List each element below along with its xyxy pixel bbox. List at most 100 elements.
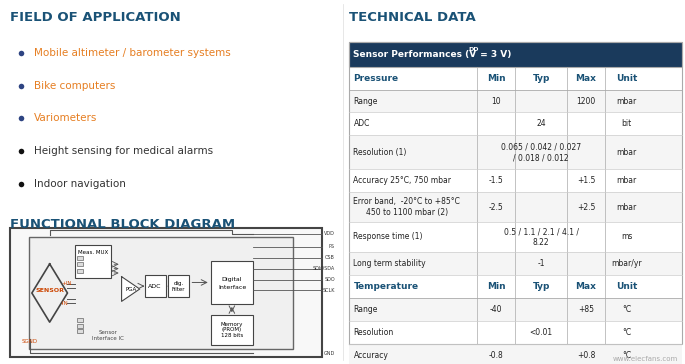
FancyBboxPatch shape — [349, 344, 682, 364]
Text: Temperature: Temperature — [353, 282, 419, 291]
FancyBboxPatch shape — [349, 275, 682, 298]
Text: Indoor navigation: Indoor navigation — [34, 179, 126, 189]
Text: Max: Max — [575, 282, 597, 291]
Text: FUNCTIONAL BLOCK DIAGRAM: FUNCTIONAL BLOCK DIAGRAM — [10, 218, 236, 232]
Text: +1.5: +1.5 — [577, 176, 595, 185]
Text: Mobile altimeter / barometer systems: Mobile altimeter / barometer systems — [34, 48, 231, 58]
Text: Range: Range — [353, 96, 378, 106]
FancyBboxPatch shape — [77, 262, 83, 266]
Text: Max: Max — [575, 74, 597, 83]
Text: Bike computers: Bike computers — [34, 80, 116, 91]
Text: ADC: ADC — [149, 284, 162, 289]
Text: Sensor Performances (V: Sensor Performances (V — [353, 50, 477, 59]
Text: FIELD OF APPLICATION: FIELD OF APPLICATION — [10, 11, 181, 24]
Text: Filter: Filter — [172, 287, 186, 292]
Text: mbar: mbar — [616, 148, 637, 157]
Text: CSB: CSB — [325, 255, 335, 260]
Text: Min: Min — [487, 74, 506, 83]
Text: Resolution (1): Resolution (1) — [353, 148, 407, 157]
Text: mbar: mbar — [616, 203, 637, 211]
Text: Memory: Memory — [221, 322, 243, 327]
Text: -40: -40 — [490, 305, 503, 314]
Text: °C: °C — [622, 305, 632, 314]
Text: 0.065 / 0.042 / 0.027
/ 0.018 / 0.012: 0.065 / 0.042 / 0.027 / 0.018 / 0.012 — [501, 143, 582, 162]
Text: Typ: Typ — [532, 74, 550, 83]
Text: GND: GND — [324, 351, 335, 356]
Text: Response time (1): Response time (1) — [353, 233, 423, 241]
FancyBboxPatch shape — [349, 192, 682, 222]
Polygon shape — [121, 277, 140, 301]
Text: +0.8: +0.8 — [577, 351, 595, 360]
Text: SENSOR: SENSOR — [35, 288, 64, 293]
Text: Digital: Digital — [222, 277, 242, 282]
FancyBboxPatch shape — [349, 169, 682, 192]
Text: Variometers: Variometers — [34, 113, 98, 123]
Text: mbar: mbar — [616, 96, 637, 106]
FancyBboxPatch shape — [145, 275, 166, 297]
FancyBboxPatch shape — [77, 329, 82, 333]
Text: Unit: Unit — [616, 74, 638, 83]
FancyBboxPatch shape — [77, 256, 83, 260]
Text: <0.01: <0.01 — [530, 328, 553, 337]
Text: Interface: Interface — [218, 285, 246, 290]
Text: Accuracy: Accuracy — [353, 351, 388, 360]
Text: bit: bit — [621, 119, 632, 128]
Text: PGA: PGA — [125, 287, 136, 292]
Text: -0.8: -0.8 — [489, 351, 503, 360]
Text: +2.5: +2.5 — [577, 203, 595, 211]
Text: +IN: +IN — [61, 281, 71, 286]
Text: Pressure: Pressure — [353, 74, 399, 83]
Text: (PROM): (PROM) — [222, 327, 242, 332]
Text: PS: PS — [329, 244, 335, 249]
Text: www.elecfans.com: www.elecfans.com — [613, 356, 678, 362]
FancyBboxPatch shape — [75, 245, 111, 278]
Text: Range: Range — [353, 305, 378, 314]
Text: mbar: mbar — [616, 176, 637, 185]
Text: Min: Min — [487, 282, 506, 291]
Text: 0.5 / 1.1 / 2.1 / 4.1 /
8.22: 0.5 / 1.1 / 2.1 / 4.1 / 8.22 — [503, 227, 579, 247]
Text: Sensor
Interface IC: Sensor Interface IC — [92, 330, 124, 341]
Text: Meas. MUX: Meas. MUX — [78, 250, 108, 255]
Text: SDO: SDO — [324, 277, 335, 282]
Text: -1: -1 — [538, 259, 545, 268]
FancyBboxPatch shape — [349, 90, 682, 112]
Text: dig.: dig. — [173, 281, 184, 286]
FancyBboxPatch shape — [210, 261, 253, 304]
Text: Accuracy 25°C, 750 mbar: Accuracy 25°C, 750 mbar — [353, 176, 451, 185]
FancyBboxPatch shape — [77, 324, 82, 328]
Text: Typ: Typ — [532, 282, 550, 291]
FancyBboxPatch shape — [77, 269, 83, 273]
Text: °C: °C — [622, 328, 632, 337]
Text: 24: 24 — [536, 119, 546, 128]
Text: -1.5: -1.5 — [489, 176, 503, 185]
Text: Resolution: Resolution — [353, 328, 394, 337]
Text: ms: ms — [621, 233, 632, 241]
Text: SDIOSDA: SDIOSDA — [313, 266, 335, 271]
Text: Error band,  -20°C to +85°C
450 to 1100 mbar (2): Error band, -20°C to +85°C 450 to 1100 m… — [353, 197, 460, 217]
FancyBboxPatch shape — [349, 135, 682, 169]
Text: 10: 10 — [492, 96, 501, 106]
FancyBboxPatch shape — [10, 228, 322, 357]
FancyBboxPatch shape — [349, 298, 682, 321]
FancyBboxPatch shape — [349, 252, 682, 275]
Text: Unit: Unit — [616, 282, 638, 291]
Text: °C: °C — [622, 351, 632, 360]
FancyBboxPatch shape — [168, 275, 189, 297]
FancyBboxPatch shape — [29, 237, 292, 349]
FancyBboxPatch shape — [349, 222, 682, 252]
Text: Long term stability: Long term stability — [353, 259, 426, 268]
FancyBboxPatch shape — [349, 112, 682, 135]
FancyBboxPatch shape — [349, 42, 682, 67]
Text: SGND: SGND — [22, 339, 38, 344]
Text: TECHNICAL DATA: TECHNICAL DATA — [349, 11, 476, 24]
FancyBboxPatch shape — [349, 321, 682, 344]
Text: SCLK: SCLK — [323, 288, 335, 293]
Text: 1200: 1200 — [577, 96, 596, 106]
Text: +85: +85 — [578, 305, 594, 314]
Text: 128 bits: 128 bits — [221, 333, 243, 338]
FancyBboxPatch shape — [77, 318, 82, 322]
Text: DD: DD — [469, 47, 479, 52]
Text: -2.5: -2.5 — [489, 203, 503, 211]
Text: Height sensing for medical alarms: Height sensing for medical alarms — [34, 146, 213, 156]
FancyBboxPatch shape — [210, 315, 253, 345]
